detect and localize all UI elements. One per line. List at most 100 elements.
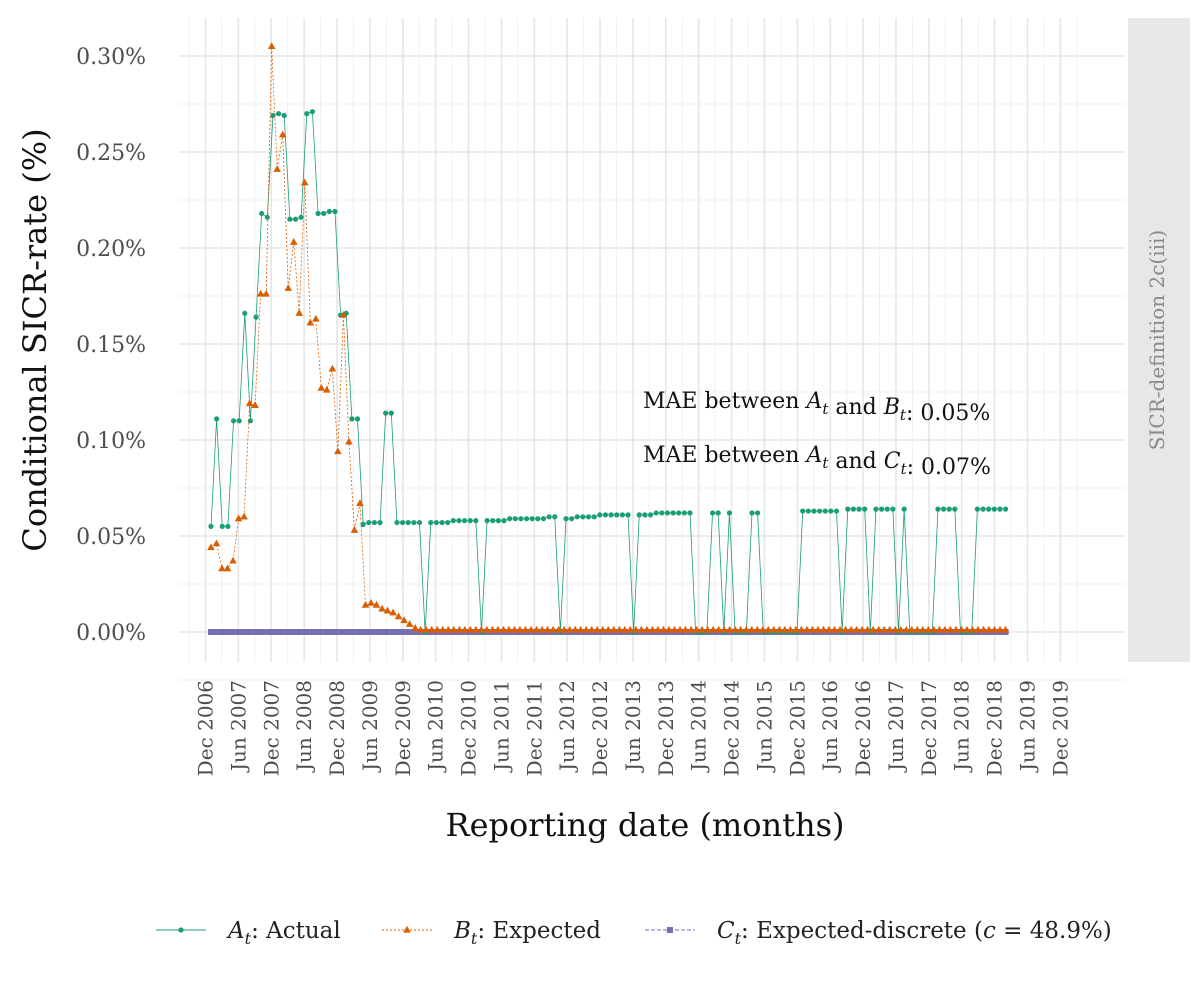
x-axis-title: Reporting date (months) xyxy=(445,806,844,844)
series-B-point xyxy=(753,625,762,633)
series-C-point xyxy=(279,629,286,635)
series-B-point xyxy=(852,625,861,633)
series-B-point xyxy=(400,616,408,624)
series-A-point xyxy=(687,510,693,516)
series-A-point xyxy=(383,410,389,416)
series-B-point xyxy=(885,625,894,633)
series-B-point xyxy=(350,526,359,533)
series-B-point xyxy=(869,625,877,633)
series-B-point xyxy=(632,625,640,633)
series-A-point xyxy=(574,514,580,520)
series-A-point xyxy=(676,510,682,516)
facet-strip xyxy=(1128,18,1190,662)
series-B-point xyxy=(565,625,574,633)
x-tick-label: Jun 2013 xyxy=(621,680,645,773)
series-A-point xyxy=(349,416,355,422)
series-B-point xyxy=(924,625,933,633)
series-A-point xyxy=(591,514,597,520)
series-A-point xyxy=(512,516,518,522)
series-B-point xyxy=(300,178,309,186)
series-A-point xyxy=(817,508,823,514)
series-B-point xyxy=(488,625,497,633)
series-A-point xyxy=(230,418,237,424)
series-A-point xyxy=(681,510,687,516)
series-C-point xyxy=(344,629,351,635)
series-A-point xyxy=(647,512,654,518)
x-tick-label: Dec 2011 xyxy=(522,680,546,776)
series-B-point xyxy=(968,625,977,633)
series-B-point xyxy=(626,625,635,633)
x-tick-label: Jun 2012 xyxy=(555,680,579,773)
series-A-point xyxy=(940,506,947,512)
series-A-point xyxy=(974,506,981,512)
series-A-point xyxy=(935,506,941,512)
series-B-point xyxy=(251,401,259,409)
series-A-point xyxy=(242,310,248,316)
series-B-point xyxy=(284,284,293,291)
series-C-point xyxy=(262,629,269,635)
series-B-point xyxy=(654,625,662,633)
series-C-point xyxy=(240,629,247,635)
x-tick-label: Dec 2014 xyxy=(720,680,744,776)
series-B-point xyxy=(444,625,453,633)
series-B-point xyxy=(913,625,922,633)
series-B-point xyxy=(405,620,414,627)
series-C-point xyxy=(235,629,242,635)
y-tick-label: 0.00% xyxy=(76,621,146,646)
series-A-point xyxy=(585,514,592,520)
x-tick-label: Jun 2015 xyxy=(752,680,776,773)
series-A-point xyxy=(276,111,282,117)
series-C-point xyxy=(361,629,368,635)
series-B-point xyxy=(891,625,900,633)
series-C-point xyxy=(246,629,253,635)
series-B-point xyxy=(863,625,872,633)
series-A-point xyxy=(399,519,406,526)
legend-key-A xyxy=(156,927,206,933)
series-A-point xyxy=(546,514,552,520)
series-A-point xyxy=(287,216,293,222)
series-B-point xyxy=(267,42,276,49)
series-C-point xyxy=(394,629,401,635)
series-B-point xyxy=(383,606,392,614)
series-B-point xyxy=(317,383,326,391)
series-A-point xyxy=(490,518,496,524)
x-tick-label: Dec 2006 xyxy=(194,680,218,776)
series-C-point xyxy=(257,629,264,635)
series-B-point xyxy=(770,625,778,633)
series-B-point xyxy=(819,625,828,633)
series-A-point xyxy=(540,516,547,522)
series-C-point xyxy=(366,629,373,635)
series-A-point xyxy=(811,508,817,514)
series-A-point xyxy=(394,519,400,526)
series-A-point xyxy=(360,521,366,528)
legend-label-B: Bt: Expected xyxy=(453,918,601,948)
x-tick-label: Jun 2018 xyxy=(950,680,974,773)
series-B-point xyxy=(245,399,254,407)
series-A-point xyxy=(833,508,840,514)
series-B-point xyxy=(334,447,342,455)
series-B-point xyxy=(957,625,966,633)
series-A-point xyxy=(388,410,394,416)
series-A-point xyxy=(664,510,671,516)
series-A-point xyxy=(986,506,992,512)
series-A-point xyxy=(292,216,299,222)
series-C-point xyxy=(339,629,346,635)
series-C-point xyxy=(207,629,214,635)
series-B-point xyxy=(698,625,706,633)
series-A-point xyxy=(236,418,242,424)
series-B-point xyxy=(560,625,568,633)
x-tick-label: Jun 2014 xyxy=(687,680,711,773)
series-B-point xyxy=(803,625,811,633)
series-B-point xyxy=(273,165,281,172)
x-tick-label: Dec 2013 xyxy=(654,680,678,776)
series-A-point xyxy=(253,314,259,320)
series-A-point xyxy=(270,112,276,119)
series-A-point xyxy=(715,510,721,516)
series-A-point xyxy=(315,210,321,217)
series-A-point xyxy=(619,512,625,518)
series-C-point xyxy=(213,629,220,635)
series-B-point xyxy=(797,625,806,633)
series-B-point xyxy=(604,625,613,633)
series-A-point xyxy=(642,512,648,518)
